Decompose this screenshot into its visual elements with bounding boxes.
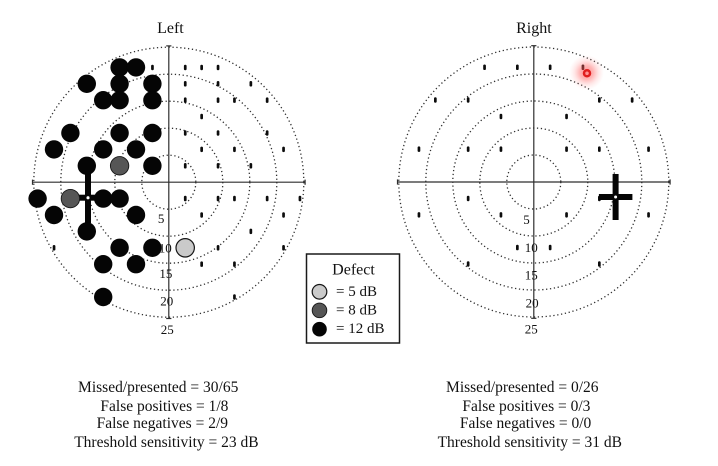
svg-text:False positives = 1/8: False positives = 1/8 [100, 398, 228, 415]
svg-text:15: 15 [159, 266, 172, 281]
svg-text:False negatives = 0/0: False negatives = 0/0 [460, 415, 592, 432]
svg-text:False positives = 0/3: False positives = 0/3 [462, 398, 590, 415]
svg-text:= 12 dB: = 12 dB [336, 321, 384, 337]
svg-text:5: 5 [158, 211, 165, 226]
svg-text:10: 10 [159, 240, 172, 255]
svg-text:= 5 dB: = 5 dB [336, 284, 377, 300]
svg-text:Right: Right [516, 20, 552, 37]
svg-text:10: 10 [525, 240, 538, 255]
svg-text:5: 5 [523, 212, 530, 227]
svg-text:Left: Left [157, 20, 184, 37]
svg-text:25: 25 [161, 322, 174, 337]
svg-text:20: 20 [526, 296, 539, 311]
svg-text:Threshold sensitivity = 23 dB: Threshold sensitivity = 23 dB [74, 434, 258, 451]
svg-text:25: 25 [525, 322, 538, 337]
svg-text:= 8 dB: = 8 dB [336, 302, 377, 318]
svg-text:False negatives = 2/9: False negatives = 2/9 [97, 415, 229, 432]
svg-text:Defect: Defect [332, 262, 375, 279]
svg-text:Missed/presented = 30/65: Missed/presented = 30/65 [78, 379, 239, 396]
svg-text:20: 20 [160, 293, 173, 308]
svg-text:Missed/presented = 0/26: Missed/presented = 0/26 [446, 379, 599, 396]
svg-text:15: 15 [525, 268, 538, 283]
svg-text:Threshold sensitivity = 31 dB: Threshold sensitivity = 31 dB [438, 434, 622, 451]
